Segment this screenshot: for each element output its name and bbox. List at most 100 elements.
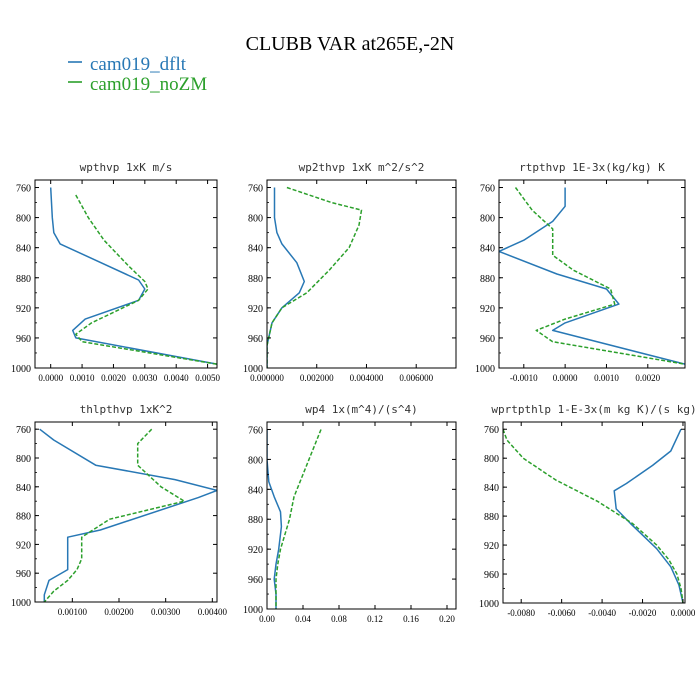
y-tick-label: 960 [248, 334, 263, 345]
y-tick-label: 760 [248, 184, 263, 195]
x-tick-label: 0.0030 [132, 373, 157, 383]
x-tick-label: 0.0020 [101, 373, 126, 383]
plot-frame [498, 179, 686, 369]
y-tick-label: 800 [248, 455, 263, 466]
panel-title: thlpthvp 1xK^2 [80, 403, 173, 416]
x-tick-label: 0.12 [367, 614, 383, 624]
y-tick-label: 760 [16, 184, 31, 195]
panel-title: wp2thvp 1xK m^2/s^2 [299, 161, 425, 174]
y-tick-label: 760 [480, 184, 495, 195]
legend-label-nozm: cam019_noZM [90, 74, 207, 95]
x-tick-label: 0.04 [295, 614, 311, 624]
x-tick-label: -0.0010 [510, 373, 538, 383]
x-tick-label: 0.0050 [195, 373, 220, 383]
y-tick-label: 840 [484, 483, 499, 494]
x-tick-label: 0.00100 [58, 607, 88, 617]
y-tick-label: 880 [248, 515, 263, 526]
y-tick-label: 880 [16, 274, 31, 285]
panel-5: wp4 1x(m^4)/(s^4)76080084088092096010000… [243, 403, 457, 624]
y-tick-label: 880 [248, 274, 263, 285]
plot-frame [266, 179, 457, 369]
panel-title: wprtpthlp 1-E-3x(m kg K)/(s kg) [491, 403, 696, 416]
series-line-dflt [613, 428, 684, 603]
x-tick-label: -0.0080 [507, 608, 535, 618]
x-tick-label: 0.00300 [151, 607, 181, 617]
y-tick-label: 800 [248, 214, 263, 225]
x-tick-label: 0.000000 [250, 373, 284, 383]
x-tick-label: 0.006000 [399, 373, 433, 383]
panel-6: wprtpthlp 1-E-3x(m kg K)/(s kg) 760 800 840… [479, 403, 697, 618]
x-tick-label: 0.0040 [164, 373, 189, 383]
y-tick-label: 1000 [11, 598, 31, 609]
x-tick-label: 0.00400 [198, 607, 228, 617]
panels-container: wpthvp 1xK m/s76080084088092096010000.00… [11, 161, 697, 624]
y-tick-label: 800 [480, 214, 495, 225]
series-line-nozm [43, 428, 186, 602]
y-tick-label: 920 [484, 541, 499, 552]
panel-1: wpthvp 1xK m/s 760 800 840 880 920 960 1000 0.00… [11, 161, 220, 383]
x-tick-label: 0.0010 [594, 373, 619, 383]
x-tick-label: 0.16 [403, 614, 419, 624]
plot-frame [34, 421, 218, 603]
y-tick-label: 760 [484, 425, 499, 436]
y-tick-label: 960 [484, 570, 499, 581]
y-tick-label: 840 [16, 483, 31, 494]
x-tick-label: -0.0040 [588, 608, 616, 618]
y-tick-label: 800 [16, 454, 31, 465]
panel-title: rtpthvp 1E-3x(kg/kg) K [519, 161, 665, 174]
x-tick-label: -0.0060 [548, 608, 576, 618]
y-tick-label: 760 [248, 425, 263, 436]
y-tick-label: 1000 [475, 364, 495, 375]
x-tick-label: 0.004000 [350, 373, 384, 383]
series-line-nozm [514, 187, 685, 365]
y-tick-label: 960 [16, 569, 31, 580]
y-tick-label: 920 [248, 304, 263, 315]
y-tick-label: 960 [480, 334, 495, 345]
y-tick-label: 840 [480, 244, 495, 255]
y-tick-label: 800 [484, 454, 499, 465]
panel-4: thlpthvp 1xK^2 760 800 840 880 920 960 1000 0.00… [11, 403, 227, 617]
x-tick-label: 0.00200 [104, 607, 134, 617]
y-tick-label: 920 [248, 545, 263, 556]
x-tick-label: -0.0020 [629, 608, 657, 618]
x-tick-label: 0.00 [259, 614, 275, 624]
plot-frame [502, 421, 686, 604]
series-line-nozm [267, 186, 363, 368]
y-tick-label: 1000 [479, 599, 499, 610]
x-tick-label: 0.20 [439, 614, 455, 624]
x-tick-label: 0.0000 [671, 608, 696, 618]
series-line-dflt [49, 187, 217, 365]
series-line-dflt [499, 187, 685, 365]
y-tick-label: 920 [16, 540, 31, 551]
x-tick-label: 0.0000 [38, 373, 63, 383]
series-line-nozm [275, 429, 322, 609]
y-tick-label: 1000 [243, 605, 263, 616]
y-tick-label: 800 [16, 214, 31, 225]
panel-title: wpthvp 1xK m/s [80, 161, 173, 174]
series-line-dflt [39, 428, 217, 602]
y-tick-label: 880 [16, 512, 31, 523]
panel-2: wp2thvp 1xK m^2/s^2 760 800 840 880 920 960 100… [243, 161, 457, 383]
x-tick-label: 0.0000 [553, 373, 578, 383]
y-tick-label: 920 [480, 304, 495, 315]
y-tick-label: 840 [248, 485, 263, 496]
y-tick-label: 960 [248, 575, 263, 586]
y-tick-label: 920 [16, 304, 31, 315]
panel-3: rtpthvp 1E-3x(kg/kg) K 760 800 840 880 920 960… [475, 161, 686, 383]
figure-legend: cam019_dflt cam019_noZM [68, 54, 207, 95]
plot-frame [266, 421, 457, 610]
panel-title: wp4 1x(m^4)/(s^4) [305, 403, 418, 416]
y-tick-label: 840 [248, 244, 263, 255]
y-tick-label: 840 [16, 244, 31, 255]
y-tick-label: 960 [16, 334, 31, 345]
x-tick-label: 0.08 [331, 614, 347, 624]
y-tick-label: 880 [484, 512, 499, 523]
x-tick-label: 0.002000 [300, 373, 334, 383]
series-line-nozm [503, 428, 684, 603]
figure-title: CLUBB VAR at265E,-2N [246, 33, 455, 55]
series-line-nozm [75, 194, 217, 365]
y-tick-label: 1000 [243, 364, 263, 375]
x-tick-label: 0.0010 [70, 373, 95, 383]
